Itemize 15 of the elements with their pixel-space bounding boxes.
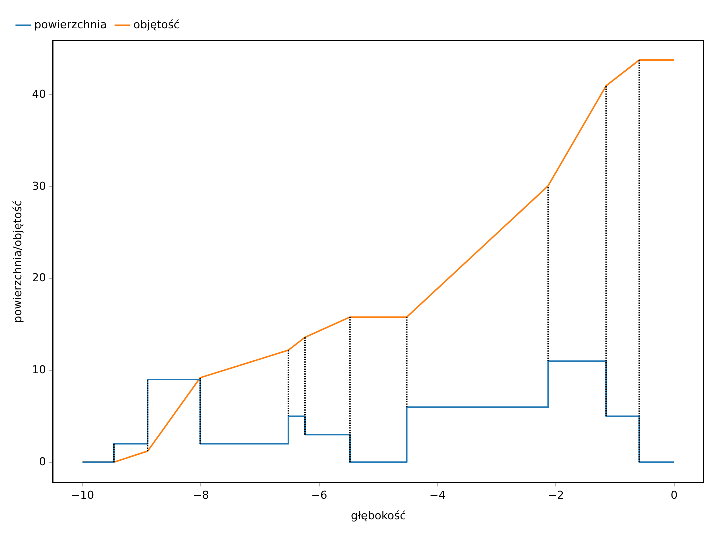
x-axis-title: głębokość xyxy=(351,509,406,522)
y-tick-label: 40 xyxy=(32,88,46,102)
x-tick-label: −10 xyxy=(71,489,94,502)
x-tick-label: −2 xyxy=(548,489,564,502)
x-tick-label: −8 xyxy=(192,489,210,502)
y-axis-title: powierzchnia/objętość xyxy=(11,200,24,324)
legend-label: objętość xyxy=(134,18,180,32)
legend-label: powierzchnia xyxy=(34,18,108,32)
y-tick-label: 20 xyxy=(32,272,46,285)
x-tick-label: −4 xyxy=(430,489,446,502)
y-tick-label: 0 xyxy=(39,455,46,468)
x-tick-label: 0 xyxy=(670,489,678,502)
y-tick-label: 10 xyxy=(32,363,46,376)
y-tick-label: 30 xyxy=(32,180,46,193)
x-tick-label: −6 xyxy=(311,489,328,502)
